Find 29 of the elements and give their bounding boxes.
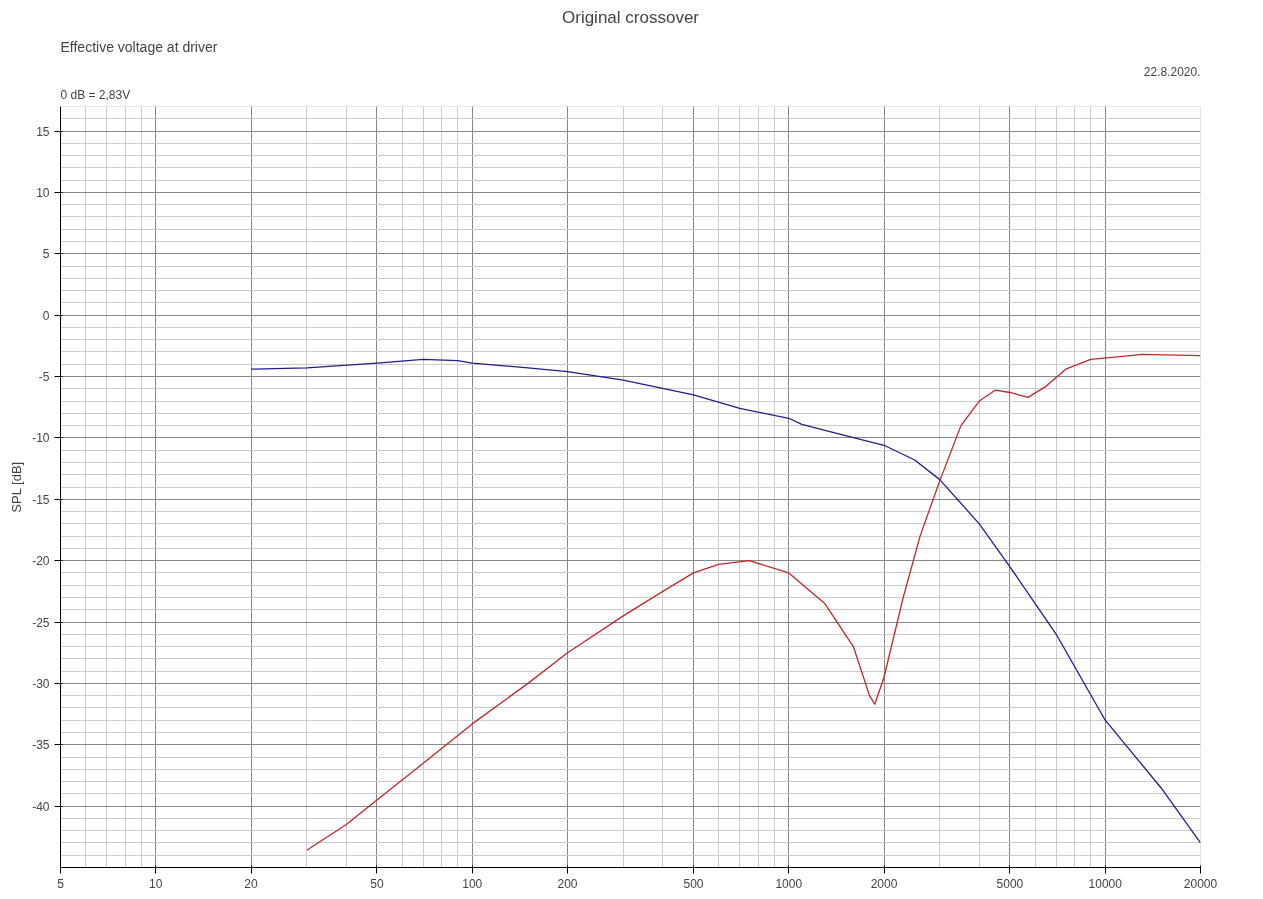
x-tick-label: 500 <box>683 876 704 891</box>
y-tick-label: -15 <box>32 492 50 507</box>
x-tick-label: 5 <box>57 876 65 891</box>
x-tick-label: 5000 <box>996 876 1024 891</box>
y-tick-label: -5 <box>38 370 50 385</box>
text: 0 dB = 2,83V <box>60 87 131 102</box>
y-tick-label: -35 <box>32 738 50 753</box>
y-axis-title: SPL [dB] <box>9 461 25 513</box>
x-tick-label: 20000 <box>1183 876 1218 891</box>
x-tick-label: 10 <box>149 876 163 891</box>
x-tick-label: 200 <box>557 876 578 891</box>
x-tick-label: 50 <box>370 876 384 891</box>
x-tick-label: 100 <box>462 876 483 891</box>
chart-subtitle: Effective voltage at driver <box>60 38 218 55</box>
chart-title: Original crossover <box>562 7 700 27</box>
y-tick-label: 10 <box>36 185 50 200</box>
x-tick-label: 2000 <box>870 876 898 891</box>
y-tick-label: -10 <box>32 431 50 446</box>
y-tick-label: -40 <box>32 799 50 814</box>
y-tick-label: 5 <box>42 247 50 262</box>
x-tick-label: 10000 <box>1088 876 1123 891</box>
y-tick-label: 0 <box>42 308 50 323</box>
text: 22.8.2020. <box>1143 64 1201 79</box>
y-tick-label: 15 <box>36 124 50 139</box>
x-tick-label: 20 <box>244 876 259 891</box>
y-tick-label: -30 <box>32 676 50 691</box>
y-tick-label: -25 <box>32 615 50 630</box>
y-tick-label: -20 <box>32 554 50 569</box>
x-tick-label: 1000 <box>775 876 803 891</box>
